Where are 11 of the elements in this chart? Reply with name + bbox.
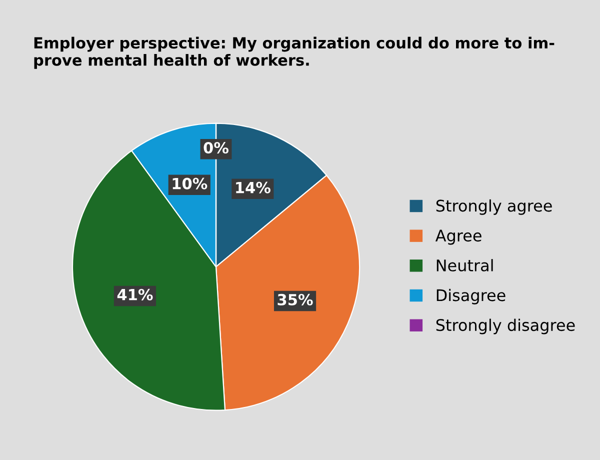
data-label: 41% bbox=[117, 288, 153, 300]
legend-label: Strongly agree bbox=[436, 199, 552, 215]
legend-label: Disagree bbox=[436, 288, 506, 304]
text: 0% bbox=[204, 142, 228, 154]
data-label: 35% bbox=[278, 294, 313, 306]
chart-title: Employer perspective: My organization could do more to im- prove mental health of workers. bbox=[34, 36, 554, 69]
legend-label: Strongly disagree bbox=[436, 318, 575, 334]
data-label: 10% bbox=[172, 178, 208, 190]
legend-label: Neutral bbox=[436, 259, 493, 272]
legend-label: Agree bbox=[435, 230, 482, 245]
data-label: 14% bbox=[236, 182, 270, 194]
